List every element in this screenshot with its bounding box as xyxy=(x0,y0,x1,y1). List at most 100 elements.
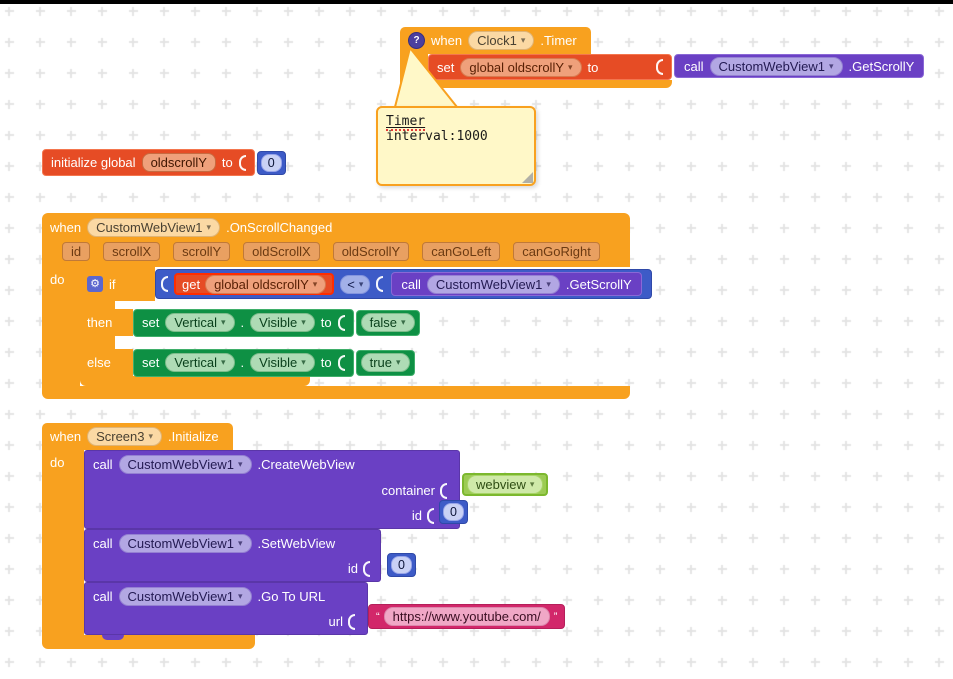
param-cangoright[interactable]: canGoRight xyxy=(513,242,600,261)
component-dropdown-screen3[interactable]: Screen3 ▾ xyxy=(87,427,163,446)
initialize-label: initialize global xyxy=(51,155,136,170)
component-dropdown-vertical[interactable]: Vertical ▾ xyxy=(165,313,235,332)
value-socket xyxy=(427,507,434,524)
variable-name-field[interactable]: oldscrollY xyxy=(141,153,216,172)
help-icon[interactable]: ? xyxy=(408,32,425,49)
block-set-global-oldscrolly[interactable]: set global oldscrollY ▾ to xyxy=(428,54,672,80)
component-dropdown-customwebview1[interactable]: CustomWebView1 ▾ xyxy=(87,217,221,237)
logic-dropdown-false[interactable]: false ▾ xyxy=(360,313,415,332)
url-text-field[interactable]: https://www.youtube.com/ xyxy=(383,607,550,626)
operator-dropdown[interactable]: < ▾ xyxy=(340,274,371,294)
param-oldscrollx[interactable]: oldScrollX xyxy=(243,242,320,261)
param-id[interactable]: id xyxy=(62,242,91,261)
block-when-screen3-initialize[interactable]: when Screen3 ▾ .Initialize do call Custom… xyxy=(42,423,566,649)
if-spine xyxy=(80,336,115,349)
property-dropdown-visible[interactable]: Visible ▾ xyxy=(250,353,315,372)
dropdown-caret-icon: ▾ xyxy=(312,278,318,289)
block-call-getscrolly[interactable]: call CustomWebView1 ▾ .GetScrollY xyxy=(391,272,642,296)
component-dropdown-clock1[interactable]: Clock1 ▾ xyxy=(468,31,535,50)
next-connector xyxy=(102,635,124,640)
value-socket xyxy=(337,314,345,331)
block-get-global-oldscrolly[interactable]: get global oldscrollY ▾ xyxy=(174,273,335,295)
variable-dropdown-oldscrolly[interactable]: global oldscrollY ▾ xyxy=(205,274,327,294)
statement-stack: call CustomWebView1 ▾ .CreateWebView cont… xyxy=(84,450,460,640)
comment-resize-handle[interactable] xyxy=(522,172,533,183)
block-call-setwebview[interactable]: call CustomWebView1 ▾ .SetWebView id xyxy=(84,529,381,582)
value-socket xyxy=(376,276,384,292)
block-when-clock-timer[interactable]: ? when Clock1▾ .Timer do set global olds… xyxy=(400,27,925,93)
screen3-header[interactable]: when Screen3 ▾ .Initialize xyxy=(42,423,233,450)
param-cangoleft[interactable]: canGoLeft xyxy=(422,242,501,261)
param-scrollx[interactable]: scrollX xyxy=(103,242,161,261)
comment-bubble[interactable]: Timer interval:1000 xyxy=(376,106,536,186)
number-field[interactable]: 0 xyxy=(391,556,412,574)
if-block-foot xyxy=(80,376,310,386)
block-logic-true[interactable]: true ▾ xyxy=(355,349,415,376)
block-when-onscrollchanged[interactable]: when CustomWebView1 ▾ .OnScrollChanged id… xyxy=(42,213,652,399)
param-label-container: container xyxy=(381,483,435,498)
do-gutter: do xyxy=(42,267,80,386)
dropdown-caret-icon: ▾ xyxy=(401,317,406,327)
event-label: .OnScrollChanged xyxy=(226,219,333,235)
variable-dropdown-oldscrolly[interactable]: global oldscrollY ▾ xyxy=(460,57,582,77)
dropdown-caret-icon: ▾ xyxy=(301,317,306,327)
value-socket xyxy=(238,154,246,171)
block-foot xyxy=(42,386,630,399)
block-set-vertical-visible-false[interactable]: set Vertical ▾ . Visible ▾ to xyxy=(133,308,354,337)
dropdown-caret-icon: ▾ xyxy=(395,357,401,367)
param-label-id: id xyxy=(347,561,358,576)
set-label: set xyxy=(437,59,455,75)
value-socket xyxy=(440,482,447,499)
block-text-url[interactable]: “ https://www.youtube.com/ ” xyxy=(368,604,566,629)
component-dropdown-customwebview1[interactable]: CustomWebView1 ▾ xyxy=(118,586,252,606)
dropdown-caret-icon: ▾ xyxy=(237,459,243,469)
block-call-createwebview[interactable]: call CustomWebView1 ▾ .CreateWebView cont… xyxy=(84,450,460,529)
method-label: .GetScrollY xyxy=(848,58,915,74)
block-comparison[interactable]: get global oldscrollY ▾ < ▾ call CustomWeb… xyxy=(155,269,652,299)
when-label: when xyxy=(431,33,463,48)
value-socket xyxy=(337,354,345,371)
block-call-gotourl[interactable]: call CustomWebView1 ▾ .Go To URL url xyxy=(84,582,368,635)
to-label: to xyxy=(221,155,233,170)
comment-tail xyxy=(393,46,460,108)
logic-dropdown-true[interactable]: true ▾ xyxy=(360,353,410,372)
param-scrolly[interactable]: scrollY xyxy=(173,242,231,261)
value-socket xyxy=(348,613,355,630)
number-field[interactable]: 0 xyxy=(260,153,282,172)
component-dropdown-customwebview1[interactable]: CustomWebView1 ▾ xyxy=(118,455,252,474)
value-socket xyxy=(656,59,663,75)
block-call-getscrolly[interactable]: call CustomWebView1 ▾ .GetScrollY xyxy=(674,54,925,78)
number-field[interactable]: 0 xyxy=(443,503,464,521)
property-dropdown-visible[interactable]: Visible ▾ xyxy=(250,313,315,332)
component-dropdown-vertical[interactable]: Vertical ▾ xyxy=(165,353,235,372)
mutator-gear-icon[interactable]: ⚙ xyxy=(87,276,103,292)
value-socket xyxy=(363,560,370,577)
component-dropdown-customwebview1[interactable]: CustomWebView1 ▾ xyxy=(709,56,843,76)
call-label: call xyxy=(684,58,704,74)
if-spine xyxy=(80,301,115,309)
close-quote-icon: ” xyxy=(553,610,558,623)
clock-timer-header[interactable]: ? when Clock1 ▾ .Timer xyxy=(400,27,591,54)
do-gutter: do xyxy=(42,450,84,635)
event-label: .Timer xyxy=(540,33,577,48)
block-initialize-global[interactable]: initialize global oldscrollY to 0 xyxy=(42,149,286,176)
component-dropdown-customwebview1[interactable]: CustomWebView1 ▾ xyxy=(426,274,560,294)
dropdown-caret-icon: ▾ xyxy=(529,479,535,489)
block-logic-false[interactable]: false ▾ xyxy=(355,309,420,336)
block-helper-webview[interactable]: webview ▾ xyxy=(462,473,549,496)
when-label: when xyxy=(50,219,82,235)
block-set-vertical-visible-true[interactable]: set Vertical ▾ . Visible ▾ to xyxy=(133,348,354,377)
comment-text[interactable]: Timer interval:1000 xyxy=(386,114,488,144)
block-number-zero[interactable]: 0 xyxy=(387,553,416,577)
dropdown-caret-icon: ▾ xyxy=(520,35,526,45)
block-number-zero[interactable]: 0 xyxy=(256,150,286,175)
block-if-else[interactable]: ⚙ if get global oldscrollY ▾ < ▾ call xyxy=(80,267,652,386)
when-label: when xyxy=(50,429,82,444)
value-socket xyxy=(161,276,168,292)
component-dropdown-customwebview1[interactable]: CustomWebView1 ▾ xyxy=(118,533,252,553)
dropdown-caret-icon: ▾ xyxy=(206,221,212,232)
param-oldscrolly[interactable]: oldScrollY xyxy=(332,242,410,261)
helper-dropdown-webview[interactable]: webview ▾ xyxy=(467,475,544,494)
block-number-zero[interactable]: 0 xyxy=(439,500,468,524)
